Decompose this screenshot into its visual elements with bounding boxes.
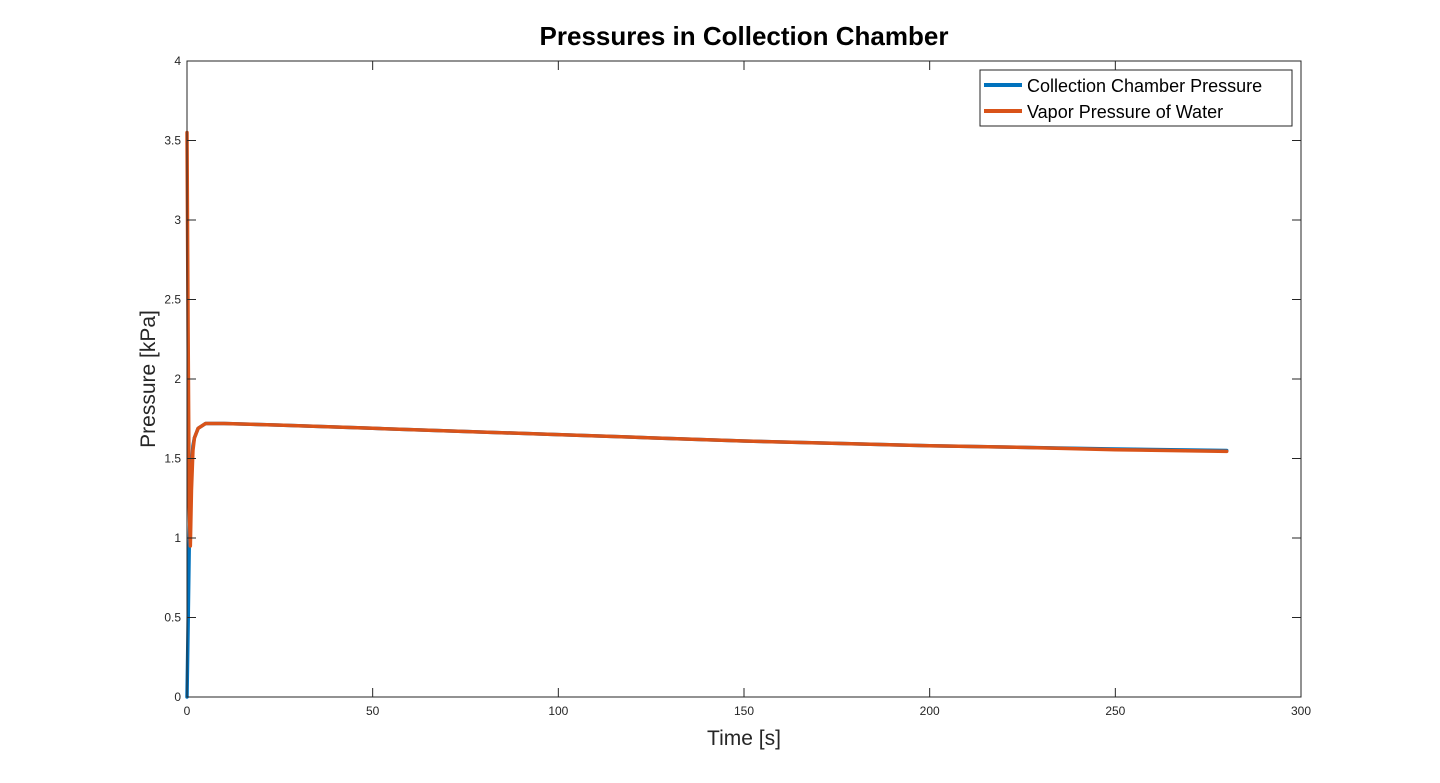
legend-entry-collection-chamber-pressure: Collection Chamber Pressure [1027,76,1262,96]
plot-background [187,61,1301,697]
x-tick-label: 0 [184,704,191,718]
x-tick-label: 200 [920,704,940,718]
y-tick-label: 1 [174,531,181,545]
y-tick-label: 2 [174,372,181,386]
x-tick-label: 250 [1105,704,1125,718]
x-tick-label: 300 [1291,704,1311,718]
x-axis-label: Time [s] [707,727,781,750]
y-tick-label: 0 [174,690,181,704]
chart-title: Pressures in Collection Chamber [540,21,949,51]
y-tick-label: 4 [174,54,181,68]
legend-entry-vapor-pressure-of-water: Vapor Pressure of Water [1027,102,1223,122]
x-tick-label: 150 [734,704,754,718]
y-tick-label: 3.5 [164,134,181,148]
legend: Collection Chamber Pressure Vapor Pressu… [979,69,1293,127]
y-axis-label: Pressure [kPa] [137,310,160,448]
y-tick-label: 1.5 [164,452,181,466]
x-tick-label: 50 [366,704,380,718]
series-layer [185,130,1229,699]
series-line-vapor-pressure-of-water [185,130,1229,548]
y-tick-label: 0.5 [164,611,181,625]
y-tick-label: 3 [174,213,181,227]
x-tick-label: 100 [548,704,568,718]
y-tick-label: 2.5 [164,293,181,307]
legend-box [979,69,1293,127]
plot-frame [186,60,1302,698]
